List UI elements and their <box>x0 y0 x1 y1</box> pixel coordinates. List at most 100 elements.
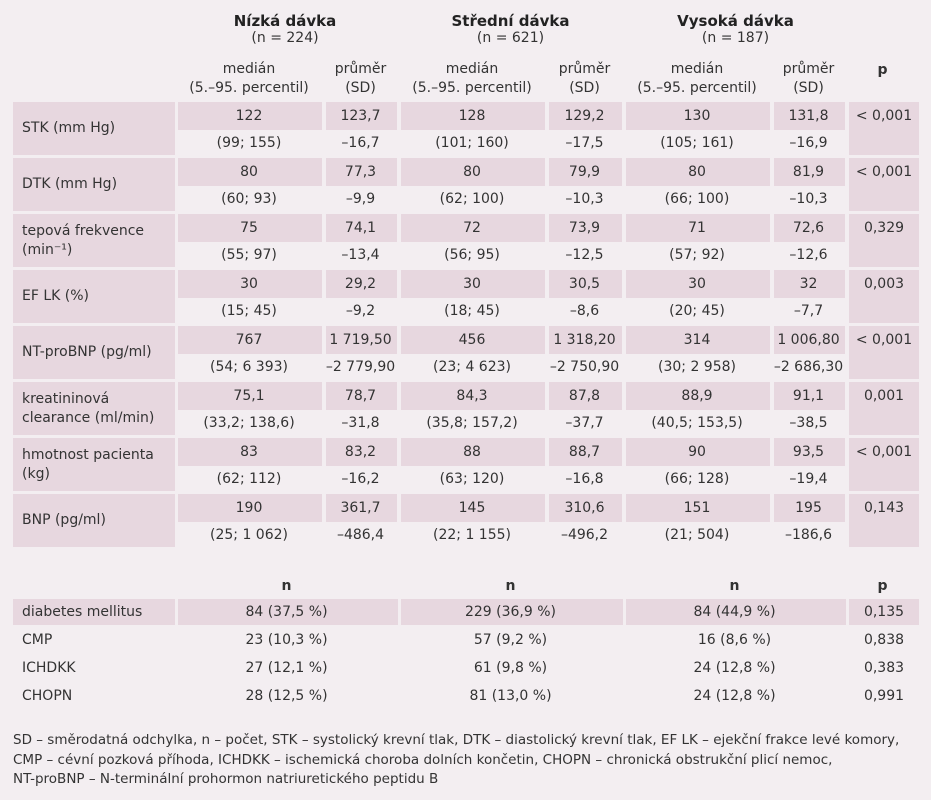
sd-value: –486,4 <box>336 527 385 543</box>
percentile-range: (30; 2 958) <box>658 359 736 375</box>
group-count: (n = 224) <box>251 30 319 46</box>
subheader-line: medián <box>670 61 724 77</box>
row-label-bg <box>13 270 175 323</box>
value-cell-bg <box>178 214 322 242</box>
median-value: 190 <box>235 500 263 516</box>
count-value: 27 (12,1 %) <box>245 660 328 676</box>
percentile-range: (54; 6 393) <box>210 359 288 375</box>
row-label: kreatininová clearance (ml/min) <box>22 390 155 426</box>
subheader-median: medián (5.–95. percentil) <box>398 60 546 98</box>
value-cell-bg <box>774 102 845 130</box>
sd-value: –2 779,90 <box>325 359 396 375</box>
sd-value: –38,5 <box>789 415 828 431</box>
mean-value: 91,1 <box>792 388 825 404</box>
group-name: Nízká dávka <box>233 12 337 30</box>
lower-row-label: CHOPN <box>22 688 73 704</box>
mean-value: 79,9 <box>568 164 601 180</box>
percentile-range: (57; 92) <box>669 247 725 263</box>
percentile-range: (55; 97) <box>221 247 277 263</box>
value-cell-bg <box>626 326 770 354</box>
lower-header-n: n <box>281 578 292 594</box>
subheader-line: (5.–95. percentil) <box>189 80 309 96</box>
row-label-bg <box>13 438 175 491</box>
p-value: 0,003 <box>863 276 905 292</box>
subheader-line: (5.–95. percentil) <box>637 80 757 96</box>
value-cell-bg <box>549 438 622 466</box>
percentile-range: (62; 100) <box>439 191 505 207</box>
mean-value: 78,7 <box>344 388 377 404</box>
sd-value: –7,7 <box>793 303 824 319</box>
percentile-range: (101; 160) <box>435 135 509 151</box>
value-cell-bg <box>774 494 845 522</box>
sd-value: –31,8 <box>341 415 380 431</box>
sd-value: –12,5 <box>565 247 604 263</box>
median-value: 75,1 <box>233 388 265 404</box>
sd-value: –16,9 <box>789 135 828 151</box>
sd-value: –496,2 <box>560 527 609 543</box>
value-cell-bg <box>401 494 545 522</box>
footnote-line: SD – směrodatná odchylka, n – počet, STK… <box>13 732 900 748</box>
median-value: 80 <box>240 164 258 180</box>
median-value: 84,3 <box>456 388 488 404</box>
p-value: < 0,001 <box>855 108 913 124</box>
percentile-range: (63; 120) <box>439 471 505 487</box>
lower-header-n: n <box>729 578 740 594</box>
footnote-line: NT-proBNP – N-terminální prohormon natri… <box>13 771 439 787</box>
sd-value: –2 750,90 <box>549 359 620 375</box>
mean-value: 131,8 <box>788 108 829 124</box>
subheader-line: medián <box>445 61 499 77</box>
median-value: 88,9 <box>681 388 713 404</box>
p-value: 0,001 <box>863 388 905 404</box>
value-cell-bg <box>774 270 845 298</box>
group-count: (n = 621) <box>476 30 545 46</box>
subheader-line: (SD) <box>345 80 376 96</box>
p-value: < 0,001 <box>855 164 913 180</box>
subheader-p: p <box>877 62 888 78</box>
value-cell-bg <box>626 270 770 298</box>
median-value: 30 <box>240 276 258 292</box>
count-value: 229 (36,9 %) <box>464 604 557 620</box>
mean-value: 72,6 <box>792 220 825 236</box>
subheader-mean: průměr (SD) <box>771 60 846 98</box>
lower-header-n: n <box>505 578 516 594</box>
value-cell-bg <box>401 382 545 410</box>
value-cell-bg <box>326 438 397 466</box>
percentile-range: (60; 93) <box>221 191 277 207</box>
value-cell-bg <box>401 214 545 242</box>
value-cell-bg <box>626 102 770 130</box>
mean-value: 32 <box>799 276 818 292</box>
percentile-range: (20; 45) <box>669 303 725 319</box>
mean-value: 30,5 <box>568 276 601 292</box>
p-cell-bg <box>849 326 919 379</box>
value-cell-bg <box>326 382 397 410</box>
group-header-mid: Střední dávka (n = 621) <box>398 12 623 46</box>
value-cell-bg <box>178 326 322 354</box>
value-cell-bg <box>401 270 545 298</box>
p-cell-bg <box>849 102 919 155</box>
lower-row-bg <box>178 599 398 625</box>
value-cell-bg <box>401 438 545 466</box>
lower-row-bg <box>401 599 623 625</box>
value-cell-bg <box>774 326 845 354</box>
value-cell-bg <box>549 270 622 298</box>
value-cell-bg <box>626 158 770 186</box>
lower-row-label: ICHDKK <box>22 660 76 676</box>
mean-value: 93,5 <box>792 444 825 460</box>
count-value: 81 (13,0 %) <box>469 688 552 704</box>
percentile-range: (23; 4 623) <box>433 359 511 375</box>
row-label: tepová frekvence (min⁻¹) <box>22 222 145 258</box>
footnote: SD – směrodatná odchylka, n – počet, STK… <box>13 731 923 790</box>
subheader-median: medián (5.–95. percentil) <box>623 60 771 98</box>
mean-value: 88,7 <box>568 444 601 460</box>
mean-value: 1 006,80 <box>777 332 840 348</box>
value-cell-bg <box>626 494 770 522</box>
subheader-line: medián <box>222 61 276 77</box>
p-cell-bg <box>849 494 919 547</box>
subheader-line: průměr <box>782 61 835 77</box>
percentile-range: (22; 1 155) <box>433 527 511 543</box>
percentile-range: (99; 155) <box>216 135 282 151</box>
value-cell-bg <box>774 438 845 466</box>
median-value: 130 <box>683 108 711 124</box>
value-cell-bg <box>626 438 770 466</box>
